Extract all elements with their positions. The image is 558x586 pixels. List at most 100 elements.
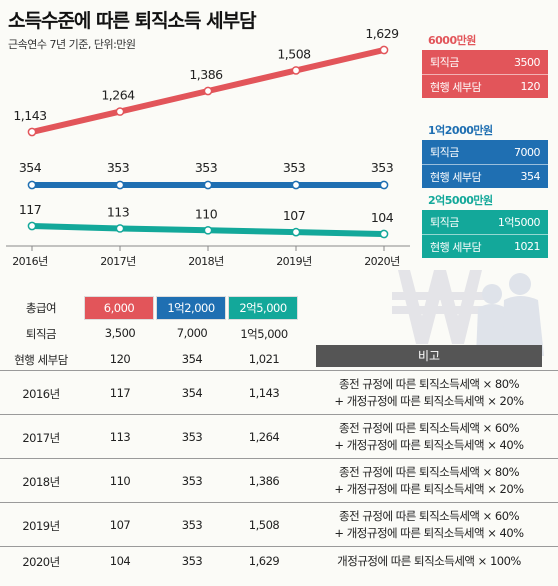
note-line: + 개정규정에 따른 퇴직소득세액 × 40%: [334, 438, 524, 452]
note-line: 종전 규정에 따른 퇴직소득세액 × 80%: [338, 377, 520, 391]
table-cell: 1억5,000: [240, 327, 288, 341]
data-label: 1,508: [277, 46, 311, 61]
note-line: 종전 규정에 따른 퇴직소득세액 × 80%: [338, 465, 520, 479]
data-point: [291, 66, 301, 75]
legend-label: 현행 세부담: [430, 170, 482, 184]
table-row-label: 퇴직금: [25, 327, 57, 341]
table-note: 종전 규정에 따른 퇴직소득세액 × 80% + 개정규정에 따른 퇴직소득세액 …: [300, 376, 558, 410]
data-point: [379, 45, 389, 55]
x-tick-label: 2018년: [188, 255, 224, 268]
legend-label: 퇴직금: [430, 146, 459, 159]
data-point: [115, 107, 125, 116]
table-cell: 110: [109, 474, 131, 488]
data-point: [115, 224, 125, 233]
table-cell: 1,021: [248, 352, 280, 366]
data-label: 110: [195, 206, 218, 221]
legend-card-12000: 퇴직금 7000 현행 세부담 354: [422, 140, 548, 188]
data-point: [203, 225, 213, 235]
table-row-label: 현행 세부담: [14, 353, 68, 367]
legend-title-6000: 6000만원: [428, 34, 476, 47]
note-line: 개정규정에 따른 퇴직소득세액 × 100%: [337, 554, 521, 568]
chart-subtitle: 근속연수 7년 기준, 단위:만원: [8, 38, 136, 51]
data-label: 113: [107, 204, 129, 219]
table-header-label: 총급여: [25, 301, 57, 315]
table-row-label: 2016년: [22, 387, 60, 401]
table-row-label: 2020년: [22, 555, 60, 569]
data-point: [203, 86, 213, 96]
data-point: [291, 180, 301, 190]
data-point: [291, 227, 301, 237]
data-point: [379, 180, 389, 190]
table-cell: 7,000: [176, 326, 208, 340]
table-cell: 113: [109, 430, 131, 444]
table-cell: 1,386: [248, 474, 280, 488]
data-label: 353: [371, 160, 393, 175]
x-tick-label: 2016년: [12, 255, 48, 268]
legend-value: 354: [520, 170, 541, 183]
legend-label: 현행 세부담: [430, 80, 482, 94]
table-note: 개정규정에 따른 퇴직소득세액 × 100%: [300, 553, 558, 570]
data-label: 353: [283, 160, 305, 175]
table-row-label: 2018년: [22, 475, 60, 489]
x-tick-label: 2017년: [100, 255, 136, 268]
note-line: 종전 규정에 따른 퇴직소득세액 × 60%: [338, 421, 520, 435]
table-header-25000: 2억5,000: [228, 296, 298, 320]
table-cell: 353: [181, 518, 203, 532]
x-tick-label: 2019년: [276, 255, 312, 268]
legend-label: 퇴직금: [430, 56, 459, 69]
table-note: 종전 규정에 따른 퇴직소득세액 × 80% + 개정규정에 따른 퇴직소득세액 …: [300, 464, 558, 498]
table-divider: [0, 414, 558, 415]
table-divider: [0, 370, 558, 371]
table-row-label: 2019년: [22, 519, 60, 533]
table-cell: 353: [181, 430, 203, 444]
legend-value: 7000: [514, 145, 541, 159]
chart-title: 소득수준에 따른 퇴직소득 세부담: [8, 10, 257, 32]
legend-value: 1억5000: [497, 216, 541, 229]
table-cell: 107: [109, 518, 131, 532]
data-point: [379, 229, 389, 239]
data-point: [115, 180, 125, 190]
legend-value: 120: [520, 80, 541, 93]
table-cell: 120: [109, 352, 131, 366]
legend-card-6000: 퇴직금 3500 현행 세부담 120: [422, 50, 548, 98]
data-label: 1,629: [365, 26, 399, 41]
table-cell: 117: [109, 386, 131, 400]
legend-label: 현행 세부담: [430, 240, 482, 254]
table-cell: 353: [181, 554, 203, 568]
table-cell: 1,264: [248, 430, 280, 444]
data-label: 1,386: [189, 67, 223, 82]
table-cell: 104: [109, 554, 131, 568]
table-note: 종전 규정에 따른 퇴직소득세액 × 60% + 개정규정에 따른 퇴직소득세액 …: [300, 420, 558, 454]
data-point: [27, 180, 37, 190]
data-label: 353: [195, 160, 217, 175]
data-label: 107: [283, 208, 305, 223]
table-divider: [0, 546, 558, 547]
table-cell: 1,508: [248, 518, 280, 532]
data-label: 354: [19, 160, 42, 175]
table-cell: 354: [181, 386, 203, 400]
data-label: 117: [19, 202, 41, 217]
legend-title-25000: 2억5000만원: [428, 194, 493, 207]
remarks-header: 비고: [316, 345, 542, 367]
data-point: [203, 180, 213, 190]
table-divider: [0, 502, 558, 503]
table-cell: 1,629: [248, 554, 280, 568]
note-line: 종전 규정에 따른 퇴직소득세액 × 60%: [338, 509, 520, 523]
note-line: + 개정규정에 따른 퇴직소득세액 × 20%: [334, 394, 524, 408]
data-label: 353: [107, 160, 129, 175]
won-sign-illustration: [392, 270, 544, 356]
table-cell: 1,143: [248, 386, 280, 400]
note-line: + 개정규정에 따른 퇴직소득세액 × 40%: [334, 526, 524, 540]
data-label: 104: [371, 210, 394, 225]
legend-value: 1021: [514, 240, 541, 253]
table-cell: 3,500: [104, 326, 136, 340]
legend-label: 퇴직금: [430, 216, 459, 229]
data-point: [27, 221, 37, 231]
data-label: 1,264: [101, 88, 135, 103]
legend-card-25000: 퇴직금 1억5000 현행 세부담 1021: [422, 210, 548, 258]
data-point: [27, 127, 37, 137]
table-note: 종전 규정에 따른 퇴직소득세액 × 60% + 개정규정에 따른 퇴직소득세액 …: [300, 508, 558, 542]
data-label: 1,143: [13, 108, 46, 123]
line-chart: 1,143 1,264 1,386 1,508 1,629 354 353 353 353 353…: [6, 26, 410, 268]
legend-value: 3500: [514, 55, 541, 69]
